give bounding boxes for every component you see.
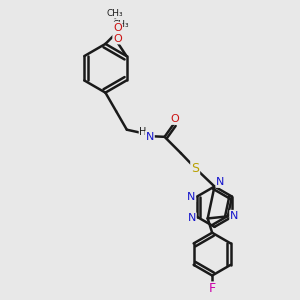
- Text: F: F: [208, 282, 216, 296]
- Text: N: N: [216, 177, 225, 187]
- Text: O: O: [171, 114, 179, 124]
- Text: S: S: [191, 161, 199, 175]
- Text: N: N: [188, 213, 196, 223]
- Text: N: N: [230, 211, 238, 221]
- Text: O: O: [113, 34, 122, 44]
- Text: N: N: [187, 192, 195, 202]
- Text: CH₃: CH₃: [112, 20, 129, 29]
- Text: CH₃: CH₃: [107, 9, 124, 18]
- Text: H: H: [140, 127, 147, 137]
- Text: O: O: [113, 22, 122, 32]
- Text: N: N: [146, 132, 154, 142]
